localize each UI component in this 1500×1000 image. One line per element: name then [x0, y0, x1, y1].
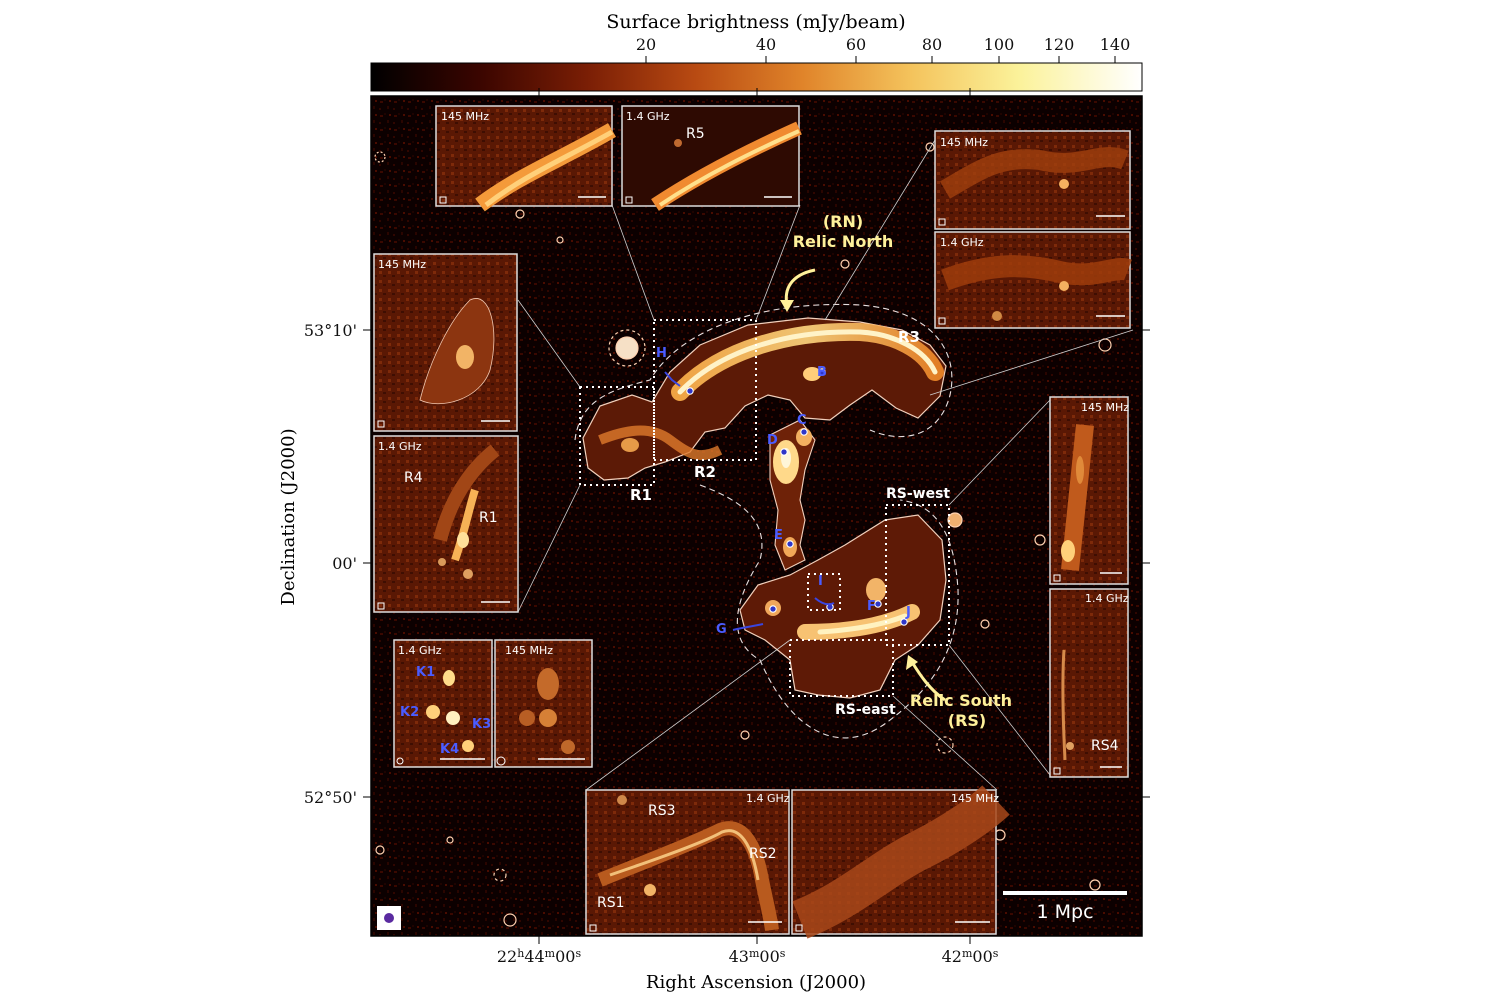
colorbar-tick-label: 20 — [636, 35, 656, 54]
label-r1: R1 — [630, 486, 652, 504]
inset-region-label: RS4 — [1091, 738, 1119, 754]
source-label-e: E — [774, 528, 783, 543]
inset-k-right: 145 MHz — [494, 639, 593, 768]
y-tick-label: 00' — [332, 554, 357, 573]
y-tick-label: 53°10' — [304, 321, 357, 340]
k-source-label: K2 — [400, 705, 419, 720]
label-rn-acronym: (RN) — [823, 212, 863, 231]
inset-freq-label: 145 MHz — [1081, 401, 1129, 414]
inset-freq-label: 1.4 GHz — [378, 440, 422, 453]
colorbar-tick-label: 120 — [1044, 35, 1075, 54]
inset-freq-label: 145 MHz — [505, 644, 553, 657]
source-label-d: D — [767, 433, 778, 448]
k-source-label: K4 — [440, 742, 459, 757]
colorbar-tick-label: 100 — [984, 35, 1015, 54]
region-box-r1 — [579, 386, 655, 486]
inset-region-label: R5 — [686, 126, 705, 142]
x-axis-label: Right Ascension (J2000) — [646, 972, 866, 993]
inset-top-right-lower: 1.4 GHz — [934, 231, 1132, 329]
inset-bottom-left: 1.4 GHz RS3 RS2 RS1 — [585, 789, 790, 935]
x-tick-label: 42m00s — [942, 947, 999, 966]
inset-top-mid: 1.4 GHz R5 — [621, 105, 802, 211]
y-axis-label: Declination (J2000) — [278, 428, 299, 605]
inset-freq-label: 1.4 GHz — [626, 110, 670, 123]
region-box-r2 — [653, 319, 757, 461]
inset-rs2-label: RS2 — [749, 846, 777, 862]
source-label-c: C — [797, 413, 807, 428]
colorbar-tick-label: 60 — [846, 35, 866, 54]
inset-right-upper: 145 MHz — [1049, 396, 1129, 585]
k-source-label: K1 — [416, 665, 435, 680]
inset-freq-label: 1.4 GHz — [940, 236, 984, 249]
inset-right-lower: 1.4 GHz RS4 — [1049, 588, 1129, 778]
beam-ellipse — [384, 913, 394, 923]
source-label-j: J — [905, 605, 911, 620]
inset-top-left: 145 MHz — [435, 105, 616, 212]
y-tick-label: 52°50' — [304, 788, 357, 807]
label-rs-acronym: (RS) — [948, 711, 986, 730]
inset-freq-label: 145 MHz — [940, 136, 988, 149]
source-label-g: G — [716, 622, 727, 637]
x-tick-label: 43m00s — [729, 947, 786, 966]
label-relic-south: Relic South — [910, 691, 1012, 710]
region-box-rs-west — [885, 504, 950, 646]
colorbar-tick-label: 40 — [756, 35, 776, 54]
inset-r1-label: R1 — [479, 510, 498, 526]
inset-freq-label: 1.4 GHz — [1085, 592, 1129, 605]
colorbar-title: Surface brightness (mJy/beam) — [606, 11, 905, 33]
x-tick-label: 22h44m00s — [497, 947, 582, 966]
inset-freq-label: 145 MHz — [951, 792, 999, 805]
inset-freq-label: 145 MHz — [441, 110, 489, 123]
source-label-b: B — [817, 365, 827, 380]
colorbar-tick-label: 140 — [1100, 35, 1131, 54]
label-rs-east: RS-east — [835, 702, 896, 718]
source-label-h: H — [656, 346, 667, 361]
inset-left-lower: 1.4 GHz R4 R1 — [373, 435, 519, 613]
region-box-f — [807, 573, 841, 611]
label-r3: R3 — [898, 328, 920, 346]
source-label-i: I — [818, 574, 823, 589]
label-r2: R2 — [694, 463, 716, 481]
inset-top-right-upper: 145 MHz — [934, 130, 1131, 230]
inset-left-upper: 145 MHz — [373, 253, 518, 432]
inset-freq-label: 145 MHz — [378, 258, 426, 271]
inset-rs1-label: RS1 — [597, 895, 625, 911]
colorbar-tick-label: 80 — [922, 35, 942, 54]
label-rs-west: RS-west — [886, 486, 950, 502]
inset-r4-label: R4 — [404, 470, 423, 486]
k-source-label: K3 — [472, 717, 491, 732]
scale-bar-label: 1 Mpc — [1036, 901, 1093, 923]
region-box-rs-east — [789, 639, 894, 697]
inset-freq-label: 1.4 GHz — [746, 792, 790, 805]
label-relic-north: Relic North — [793, 232, 894, 251]
inset-k-left: 1.4 GHz K1 K2 K3 K4 — [393, 639, 493, 768]
colorbar — [370, 56, 1143, 92]
inset-bottom-right: 145 MHz — [791, 785, 1010, 939]
inset-freq-label: 1.4 GHz — [398, 644, 442, 657]
inset-rs3-label: RS3 — [648, 803, 676, 819]
source-label-f: F — [867, 599, 876, 614]
